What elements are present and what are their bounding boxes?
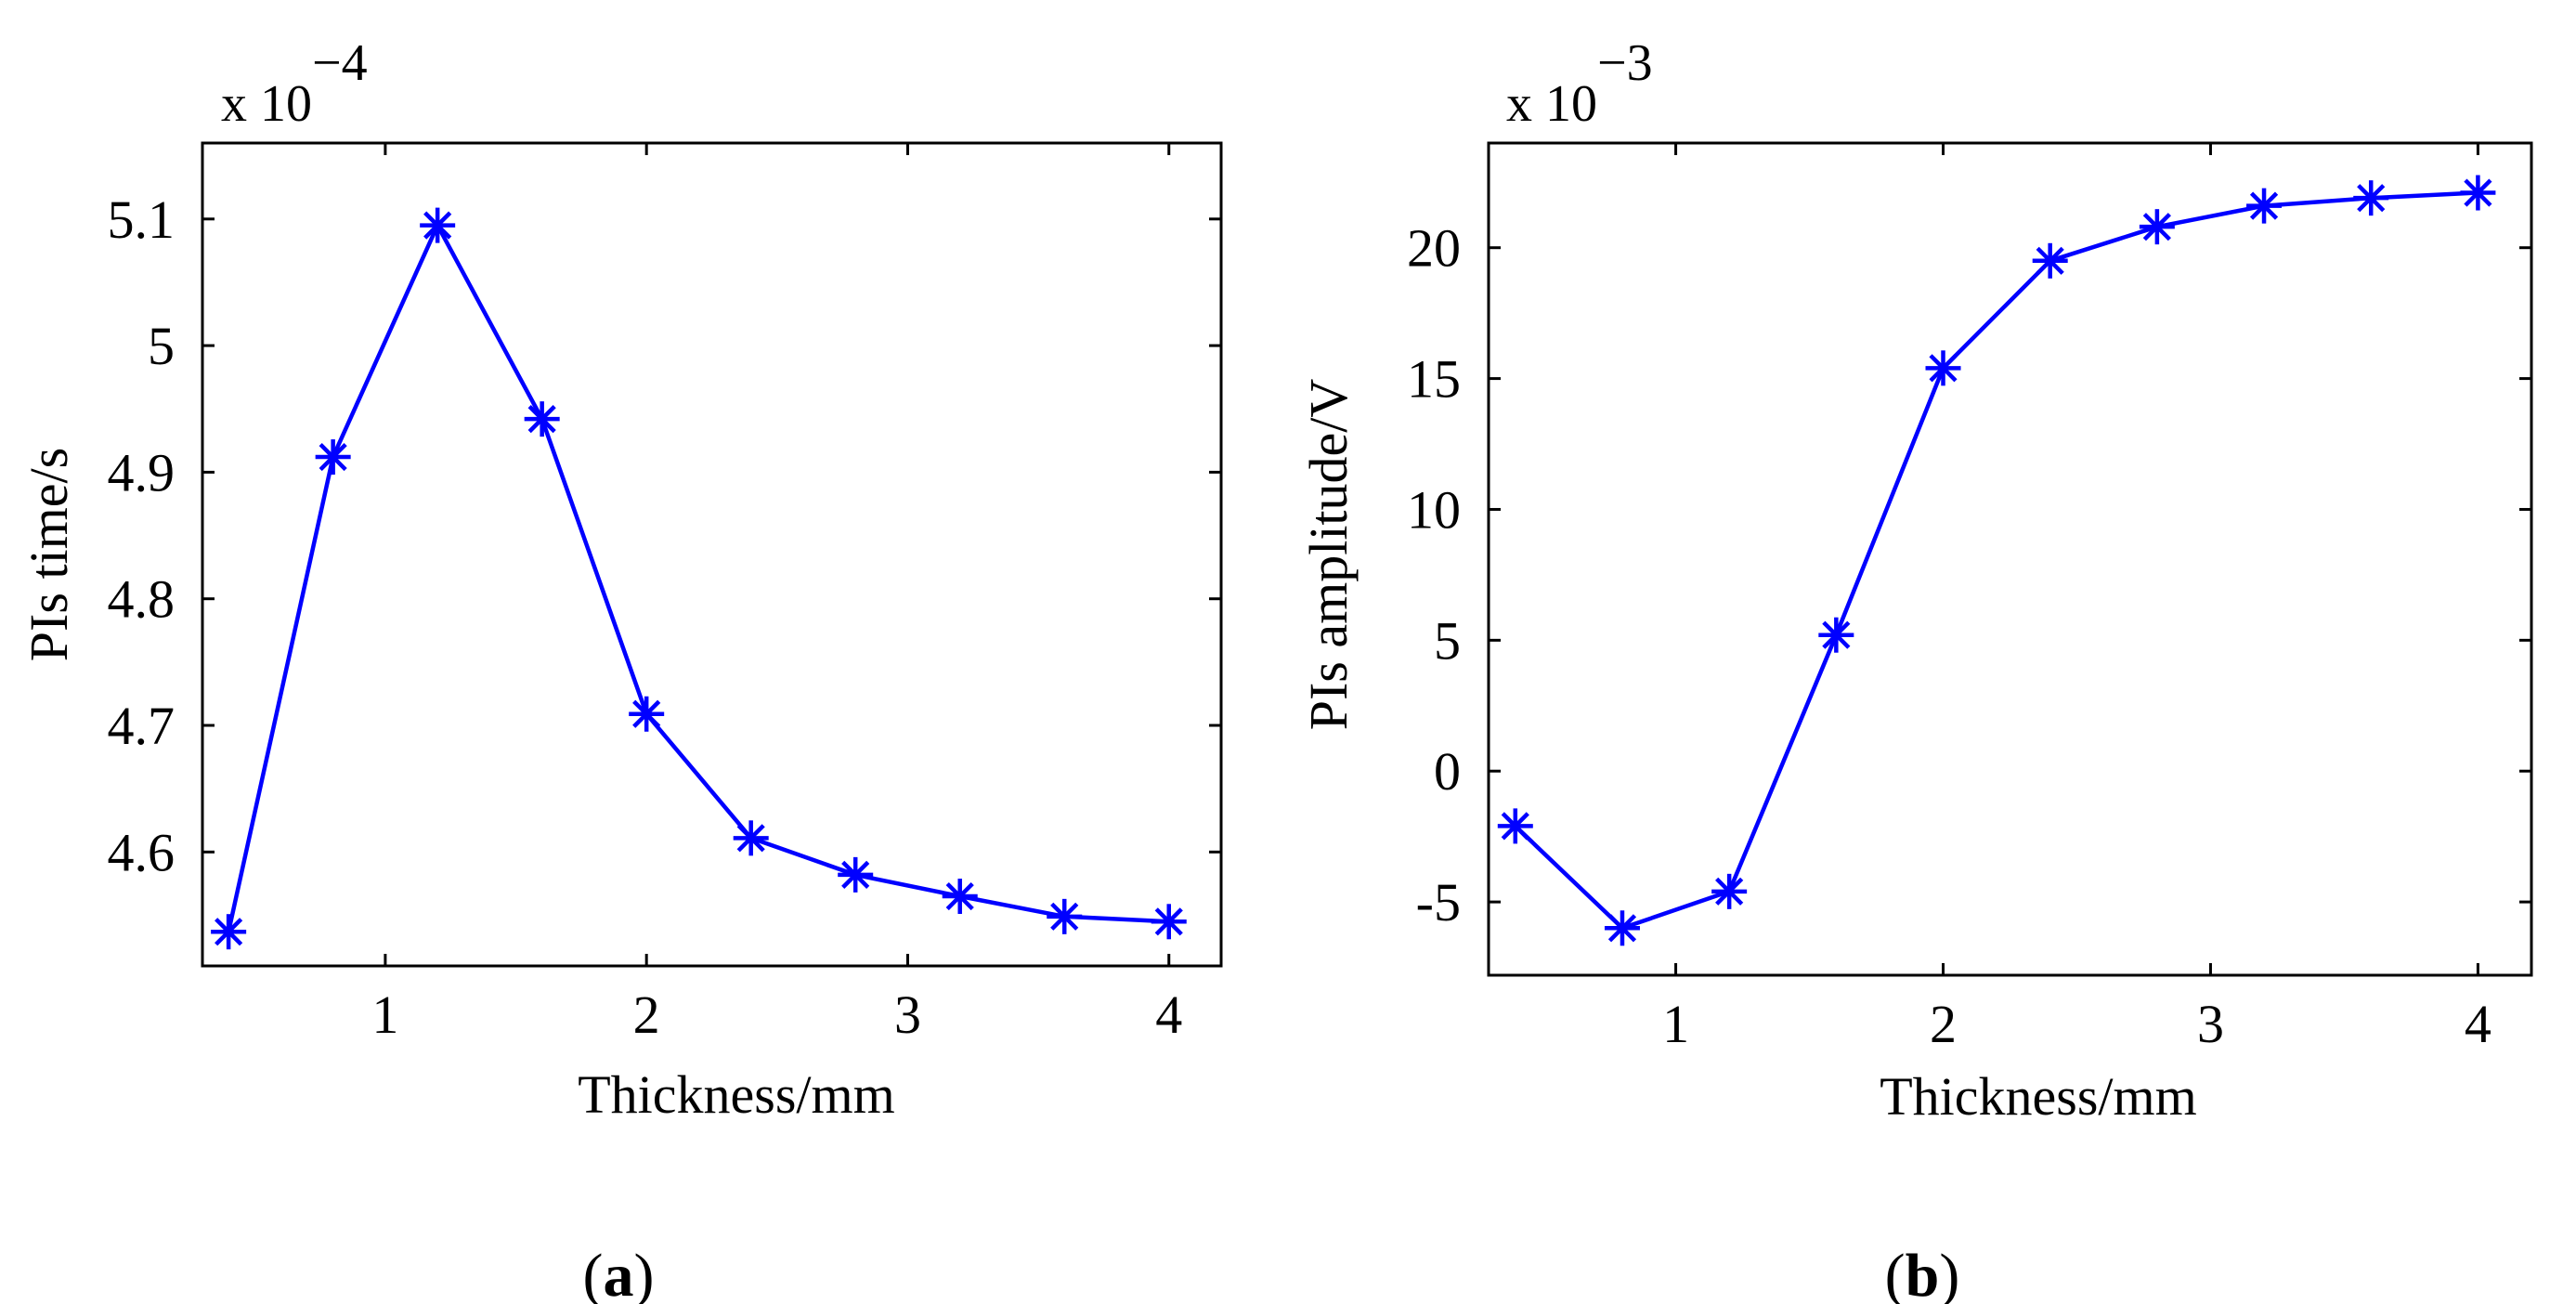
chart-a-y-axis-label: PIs time/s (19, 448, 79, 661)
chart-b-ticks (1489, 143, 2531, 975)
chart-b-data-point (1711, 873, 1748, 909)
chart-b-data-point (2353, 180, 2389, 216)
chart-a-panel-label-letter: a (604, 1242, 634, 1304)
chart-b-x-axis-label: Thickness/mm (1880, 1066, 2197, 1127)
chart-a-y-exponent: x 10−4 (221, 34, 368, 133)
chart-b-y-exponent-base: x 10 (1506, 75, 1597, 133)
chart-a-data-point (524, 401, 560, 437)
chart-b-data-point (1604, 910, 1640, 946)
chart-a-data-point (1151, 904, 1187, 940)
chart-b-plot-frame (1487, 141, 2533, 977)
chart-a-plot-frame (201, 141, 1223, 968)
chart-b-y-tick-label: -5 (1416, 872, 1461, 932)
chart-b-data-point (2139, 209, 2175, 245)
chart-b-y-exponent-power: −3 (1597, 34, 1653, 92)
chart-a-y-tick-label: 5 (148, 316, 175, 376)
chart-b-y-tick-label: 20 (1407, 218, 1461, 279)
chart-b-y-axis-label: PIs amplitude/V (1298, 379, 1359, 731)
chart-b-x-tick-labels: 1 2 3 4 (1662, 994, 2491, 1054)
chart-a-x-tick-label: 4 (1155, 985, 1182, 1045)
chart-b-data-point (1925, 350, 1961, 386)
chart-b-series-line (1514, 190, 2478, 931)
chart-a-x-axis-label: Thickness/mm (578, 1064, 895, 1125)
chart-a-y-exponent-power: −4 (312, 34, 368, 92)
chart-a-data-point (315, 439, 351, 476)
chart-a-x-tick-label: 2 (633, 985, 660, 1045)
chart-a-data-point (942, 879, 978, 915)
chart-b-x-tick-label: 3 (2197, 994, 2224, 1054)
chart-a-data-point (838, 856, 874, 893)
chart-b-panel-label-close: ) (1939, 1242, 1959, 1304)
chart-a-data-point (629, 696, 665, 732)
chart-b-data-point (2460, 175, 2496, 211)
chart-a-series (211, 207, 1187, 950)
chart-a-series-line (226, 223, 1169, 932)
chart-a-data-point (733, 820, 769, 856)
chart-b-panel-label: (b) (1885, 1242, 1960, 1304)
chart-b-y-tick-label: 15 (1407, 349, 1461, 410)
chart-a-y-tick-label: 4.7 (108, 696, 176, 756)
chart-a-panel-label-close: ) (634, 1242, 655, 1304)
chart-b: 1 2 3 4 -5 0 5 10 15 20 x 10−3 Thickness/mm PIs … (1298, 34, 2533, 1304)
chart-a-y-tick-label: 4.6 (108, 822, 176, 882)
chart-b-y-tick-label: 5 (1434, 610, 1461, 671)
chart-b-series (1497, 175, 2496, 946)
chart-a-y-tick-labels: 4.6 4.7 4.8 4.9 5 5.1 (108, 189, 176, 883)
chart-b-data-point (2032, 242, 2068, 279)
chart-b-x-tick-label: 2 (1930, 994, 1957, 1054)
chart-a-y-tick-label: 4.9 (108, 442, 176, 502)
chart-a-x-tick-label: 3 (894, 985, 921, 1045)
chart-a-x-tick-label: 1 (371, 985, 398, 1045)
chart-b-data-point (1497, 808, 1533, 844)
chart-a-x-tick-labels: 1 2 3 4 (371, 985, 1182, 1045)
chart-a-data-point (1047, 898, 1083, 934)
chart-b-data-point (2246, 188, 2283, 224)
chart-a-panel-label-open: ( (583, 1242, 604, 1304)
chart-a-data-point (211, 914, 247, 950)
chart-b-panel-label-open: ( (1885, 1242, 1906, 1304)
chart-a-panel-label: (a) (583, 1242, 655, 1304)
chart-a-y-tick-label: 5.1 (108, 189, 176, 250)
chart-a-y-exponent-base: x 10 (221, 75, 312, 133)
chart-b-data-point (1818, 617, 1854, 653)
chart-b-x-tick-label: 1 (1662, 994, 1689, 1054)
chart-a-y-tick-label: 4.8 (108, 569, 176, 630)
chart-a-ticks (202, 143, 1221, 966)
chart-b-x-tick-label: 4 (2465, 994, 2491, 1054)
chart-b-y-tick-label: 10 (1407, 479, 1461, 540)
chart-b-y-tick-label: 0 (1434, 741, 1461, 802)
chart-a-data-point (420, 207, 456, 243)
chart-b-panel-label-letter: b (1906, 1242, 1940, 1304)
chart-b-y-exponent: x 10−3 (1506, 34, 1653, 133)
chart-a: 1 2 3 4 4.6 4.7 4.8 4.9 5 5.1 x 10−4 Thickness/m… (19, 34, 1223, 1304)
chart-b-y-tick-labels: -5 0 5 10 15 20 (1407, 218, 1461, 932)
